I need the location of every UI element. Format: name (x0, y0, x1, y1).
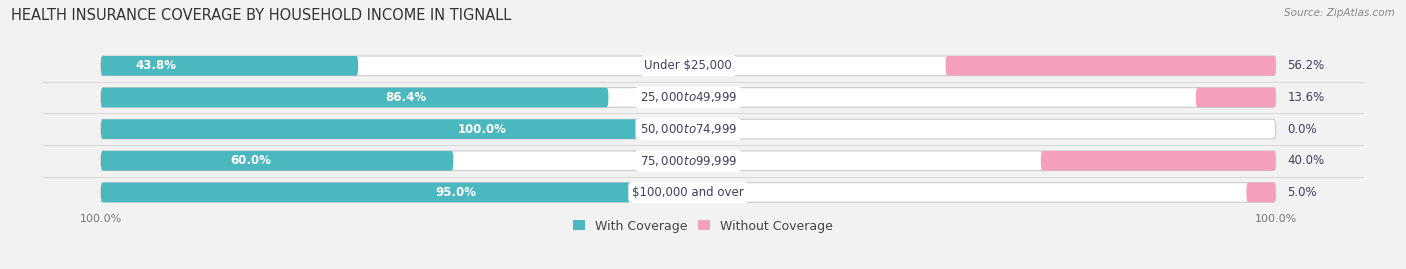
Text: 95.0%: 95.0% (436, 186, 477, 199)
FancyBboxPatch shape (1197, 88, 1275, 107)
Text: $50,000 to $74,999: $50,000 to $74,999 (640, 122, 737, 136)
Text: 43.8%: 43.8% (135, 59, 176, 72)
Text: $100,000 and over: $100,000 and over (633, 186, 744, 199)
FancyBboxPatch shape (101, 88, 609, 107)
Text: 86.4%: 86.4% (385, 91, 426, 104)
FancyBboxPatch shape (101, 119, 1275, 139)
Text: HEALTH INSURANCE COVERAGE BY HOUSEHOLD INCOME IN TIGNALL: HEALTH INSURANCE COVERAGE BY HOUSEHOLD I… (11, 8, 512, 23)
Text: $25,000 to $49,999: $25,000 to $49,999 (640, 90, 737, 104)
FancyBboxPatch shape (101, 151, 453, 171)
Legend: With Coverage, Without Coverage: With Coverage, Without Coverage (572, 220, 834, 233)
FancyBboxPatch shape (946, 56, 1275, 76)
FancyBboxPatch shape (101, 183, 659, 202)
Text: 0.0%: 0.0% (1288, 123, 1317, 136)
FancyBboxPatch shape (1040, 151, 1275, 171)
Text: 100.0%: 100.0% (457, 123, 506, 136)
FancyBboxPatch shape (101, 56, 1275, 76)
Text: 40.0%: 40.0% (1288, 154, 1324, 167)
FancyBboxPatch shape (101, 119, 689, 139)
Text: Source: ZipAtlas.com: Source: ZipAtlas.com (1284, 8, 1395, 18)
FancyBboxPatch shape (101, 56, 359, 76)
FancyBboxPatch shape (101, 151, 1275, 171)
Text: Under $25,000: Under $25,000 (644, 59, 733, 72)
FancyBboxPatch shape (101, 88, 1275, 107)
Text: 60.0%: 60.0% (231, 154, 271, 167)
Text: 13.6%: 13.6% (1288, 91, 1324, 104)
FancyBboxPatch shape (1246, 183, 1275, 202)
FancyBboxPatch shape (101, 183, 1275, 202)
Text: $75,000 to $99,999: $75,000 to $99,999 (640, 154, 737, 168)
Text: 5.0%: 5.0% (1288, 186, 1317, 199)
Text: 56.2%: 56.2% (1288, 59, 1324, 72)
